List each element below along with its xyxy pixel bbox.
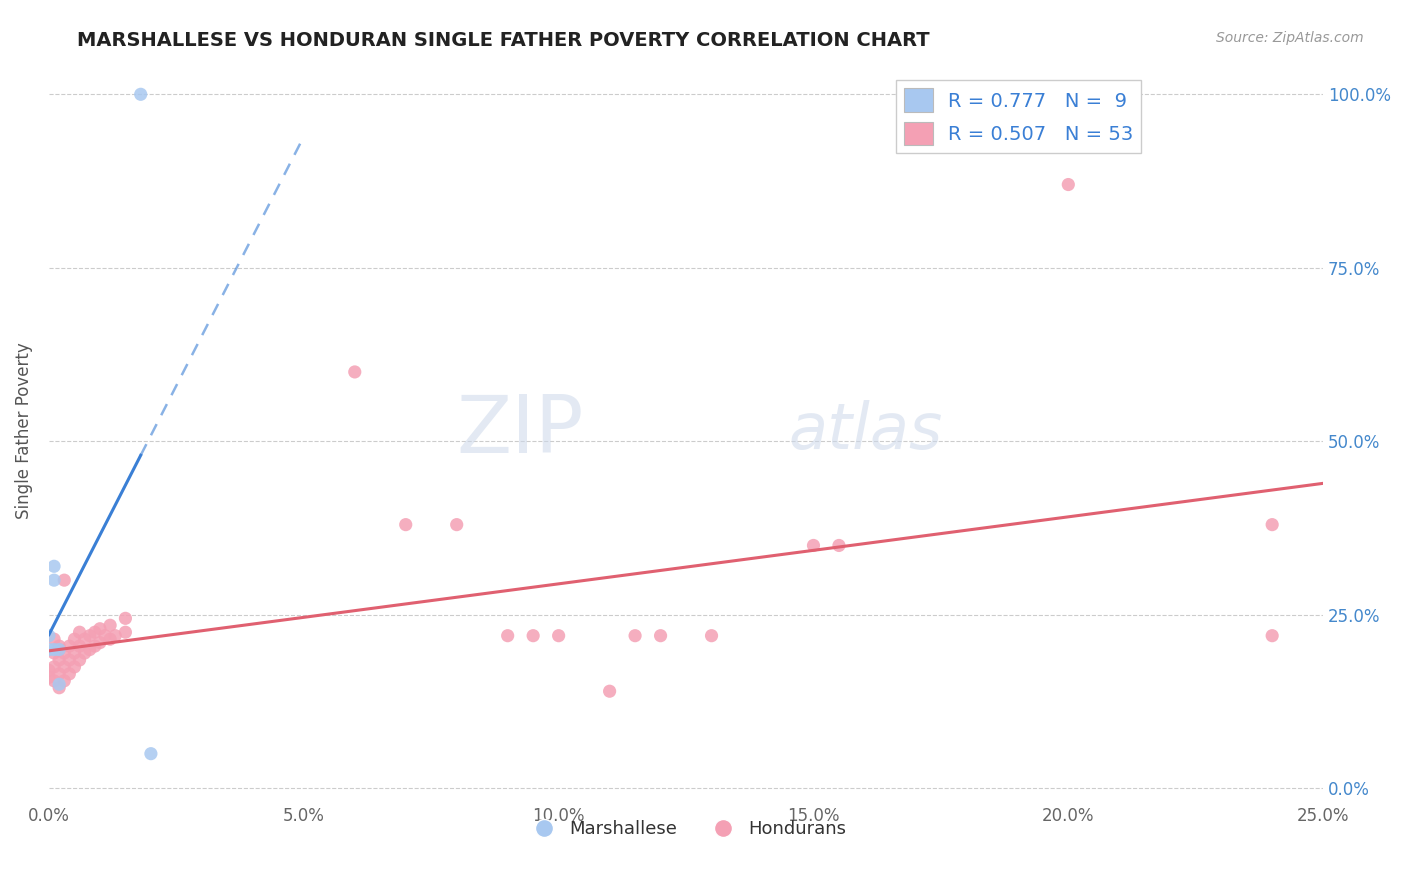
Point bbox=[1057, 178, 1080, 192]
Point bbox=[48, 666, 70, 681]
Point bbox=[803, 539, 825, 553]
Point bbox=[53, 646, 76, 660]
Point bbox=[38, 629, 60, 643]
Point bbox=[83, 639, 105, 653]
Point bbox=[58, 653, 80, 667]
Point bbox=[446, 517, 468, 532]
Point bbox=[395, 517, 418, 532]
Point bbox=[48, 681, 70, 695]
Point bbox=[48, 639, 70, 653]
Point bbox=[42, 646, 65, 660]
Point bbox=[48, 677, 70, 691]
Point bbox=[42, 632, 65, 647]
Point bbox=[547, 629, 569, 643]
Point bbox=[53, 660, 76, 674]
Point bbox=[63, 660, 86, 674]
Point bbox=[1261, 629, 1284, 643]
Point bbox=[98, 632, 121, 647]
Point bbox=[42, 559, 65, 574]
Legend: Marshallese, Hondurans: Marshallese, Hondurans bbox=[519, 813, 853, 846]
Text: Source: ZipAtlas.com: Source: ZipAtlas.com bbox=[1216, 31, 1364, 45]
Point bbox=[48, 653, 70, 667]
Point bbox=[53, 573, 76, 587]
Point bbox=[38, 670, 60, 684]
Point bbox=[83, 625, 105, 640]
Point bbox=[48, 642, 70, 657]
Point bbox=[58, 639, 80, 653]
Point bbox=[114, 611, 136, 625]
Point bbox=[1261, 517, 1284, 532]
Point bbox=[73, 632, 96, 647]
Point bbox=[69, 653, 91, 667]
Point bbox=[53, 673, 76, 688]
Point bbox=[38, 642, 60, 657]
Point bbox=[650, 629, 672, 643]
Point bbox=[700, 629, 723, 643]
Text: ZIP: ZIP bbox=[457, 392, 583, 470]
Point bbox=[42, 660, 65, 674]
Point bbox=[63, 646, 86, 660]
Point bbox=[38, 664, 60, 678]
Point bbox=[828, 539, 851, 553]
Point bbox=[89, 635, 111, 649]
Point bbox=[129, 87, 152, 102]
Point bbox=[69, 639, 91, 653]
Text: MARSHALLESE VS HONDURAN SINGLE FATHER POVERTY CORRELATION CHART: MARSHALLESE VS HONDURAN SINGLE FATHER PO… bbox=[77, 31, 929, 50]
Point bbox=[69, 625, 91, 640]
Point bbox=[73, 646, 96, 660]
Point bbox=[599, 684, 621, 698]
Point bbox=[63, 632, 86, 647]
Point bbox=[89, 622, 111, 636]
Y-axis label: Single Father Poverty: Single Father Poverty bbox=[15, 343, 32, 519]
Point bbox=[79, 642, 101, 657]
Point bbox=[496, 629, 519, 643]
Point bbox=[343, 365, 366, 379]
Point bbox=[42, 642, 65, 657]
Point bbox=[114, 625, 136, 640]
Point bbox=[48, 642, 70, 657]
Point bbox=[42, 573, 65, 587]
Point bbox=[522, 629, 544, 643]
Point bbox=[624, 629, 647, 643]
Point bbox=[104, 629, 127, 643]
Point bbox=[58, 666, 80, 681]
Point bbox=[139, 747, 162, 761]
Text: atlas: atlas bbox=[787, 400, 942, 462]
Point bbox=[42, 673, 65, 688]
Point bbox=[98, 618, 121, 632]
Point bbox=[79, 629, 101, 643]
Point bbox=[94, 629, 117, 643]
